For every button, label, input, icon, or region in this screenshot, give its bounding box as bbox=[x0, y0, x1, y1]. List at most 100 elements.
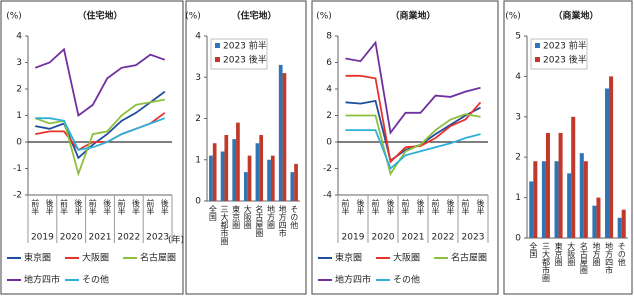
y-tick-label: -2 bbox=[323, 164, 332, 174]
legend-label: その他 bbox=[82, 274, 109, 286]
bar bbox=[267, 159, 271, 201]
x-tick-label: 後半 bbox=[45, 198, 54, 216]
bar bbox=[294, 163, 298, 201]
bar bbox=[220, 151, 225, 201]
y-tick-label: 3 bbox=[195, 73, 201, 83]
panel-frame bbox=[503, 0, 633, 295]
series-line bbox=[34, 47, 166, 118]
year-label: 2022 bbox=[432, 233, 455, 243]
legend-label: 地方四市 bbox=[335, 274, 371, 286]
x-tick-label: 後半 bbox=[160, 198, 169, 216]
legend-label: 2023 後半 bbox=[223, 54, 267, 66]
x-tick-label: 三大都市圏 bbox=[541, 242, 550, 283]
x-tick-label: 名古屋圏 bbox=[255, 204, 264, 238]
y-tick-label: 2 bbox=[515, 153, 521, 163]
chart-title: （住宅地） bbox=[231, 10, 276, 22]
bar bbox=[243, 172, 248, 201]
chart-title: （商業地） bbox=[390, 10, 435, 22]
bar bbox=[592, 205, 597, 238]
x-tick-label: 前半 bbox=[341, 198, 350, 216]
bar bbox=[621, 209, 626, 238]
panel-frame bbox=[311, 0, 499, 295]
series-line bbox=[345, 129, 481, 171]
y-unit: (%) bbox=[316, 12, 332, 22]
x-tick-label: 三大都市圏 bbox=[220, 205, 229, 246]
y-tick-label: 5 bbox=[515, 32, 521, 42]
y-tick-label: 8 bbox=[326, 32, 332, 42]
year-label: 2021 bbox=[89, 233, 112, 243]
bar bbox=[247, 155, 252, 201]
series-line bbox=[345, 113, 481, 176]
x-tick-label: 後半 bbox=[386, 198, 395, 216]
year-label: 2023 bbox=[462, 233, 485, 243]
chart-title: （商業地） bbox=[553, 10, 598, 22]
y-tick-label: 1 bbox=[195, 155, 201, 165]
x-tick-label: 大阪圏 bbox=[567, 241, 576, 267]
y-tick-label: 6 bbox=[326, 58, 332, 68]
bar bbox=[224, 135, 229, 201]
bar bbox=[259, 135, 264, 201]
x-tick-label: 前半 bbox=[31, 198, 40, 216]
x-unit: (年) bbox=[168, 234, 184, 246]
bar bbox=[605, 88, 610, 239]
x-tick-label: 後半 bbox=[356, 198, 365, 216]
bar bbox=[290, 172, 295, 201]
x-tick-label: 後半 bbox=[446, 198, 455, 216]
x-tick-label: 前半 bbox=[88, 198, 97, 216]
year-label: 2022 bbox=[117, 233, 140, 243]
x-tick-label: 全国 bbox=[208, 204, 217, 222]
y-tick-label: 4 bbox=[326, 85, 332, 95]
bar bbox=[212, 143, 217, 201]
bar bbox=[255, 143, 260, 201]
legend-label: 大阪圏 bbox=[393, 252, 420, 264]
legend-label: 大阪圏 bbox=[82, 252, 109, 264]
y-tick-label: 2 bbox=[195, 114, 201, 124]
x-tick-label: 後半 bbox=[103, 198, 112, 216]
series-line bbox=[35, 117, 166, 151]
legend-label: 東京圏 bbox=[335, 252, 362, 264]
year-label: 2020 bbox=[60, 233, 83, 243]
y-tick-label: 3 bbox=[515, 112, 521, 122]
bar bbox=[236, 122, 240, 201]
legend-label: 地方四市 bbox=[24, 274, 60, 286]
legend-label: その他 bbox=[393, 274, 420, 286]
x-tick-label: 前半 bbox=[60, 198, 69, 216]
x-tick-label: 前半 bbox=[117, 198, 126, 216]
year-label: 2019 bbox=[31, 233, 54, 243]
bar bbox=[232, 139, 237, 201]
x-tick-label: 全国 bbox=[529, 241, 538, 259]
y-tick-label: 1 bbox=[515, 193, 521, 203]
x-tick-label: 前半 bbox=[401, 198, 410, 216]
legend-box bbox=[530, 38, 588, 70]
bar bbox=[282, 73, 287, 201]
y-tick-label: -2 bbox=[13, 191, 22, 201]
x-tick-label: 東京圏 bbox=[232, 204, 241, 230]
y-tick-label: 2 bbox=[326, 111, 332, 121]
bar bbox=[209, 155, 213, 201]
legend-label: 名古屋圏 bbox=[140, 252, 176, 264]
x-tick-label: 前半 bbox=[461, 198, 470, 216]
bar bbox=[609, 76, 614, 239]
panel-frame bbox=[185, 0, 307, 295]
bar bbox=[270, 155, 275, 201]
bar bbox=[579, 153, 584, 238]
y-unit: (%) bbox=[6, 12, 22, 22]
legend-swatch bbox=[215, 57, 220, 62]
x-tick-label: 後半 bbox=[74, 198, 83, 216]
legend-label: 2023 後半 bbox=[543, 54, 587, 66]
x-tick-label: 名古屋圏 bbox=[579, 241, 588, 275]
bar bbox=[545, 132, 550, 238]
y-tick-label: 1 bbox=[16, 111, 22, 121]
legend-swatch bbox=[215, 43, 220, 48]
y-tick-label: 4 bbox=[16, 32, 22, 42]
y-tick-label: 4 bbox=[515, 72, 521, 82]
year-label: 2023 bbox=[146, 233, 169, 243]
bar bbox=[596, 197, 601, 238]
series-line bbox=[345, 40, 481, 135]
y-tick-label: 3 bbox=[16, 58, 22, 68]
legend-swatch bbox=[535, 43, 540, 48]
x-tick-label: 地方四市 bbox=[605, 241, 614, 275]
bar bbox=[533, 161, 538, 238]
x-tick-label: 地方圏 bbox=[592, 241, 601, 267]
